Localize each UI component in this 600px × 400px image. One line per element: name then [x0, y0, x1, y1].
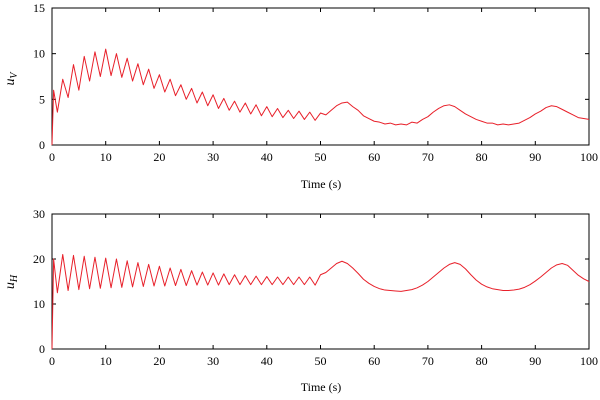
x-tick-label-uv-6: 60: [368, 150, 380, 164]
x-tick-label-uh-5: 50: [315, 354, 327, 368]
x-tick-label-uv-9: 90: [529, 150, 541, 164]
x-tick-label-uv-4: 40: [261, 150, 273, 164]
plot-area-uv: 0 10 20 30 40 50 60 70 80 90 100 0 5 10 15: [33, 1, 598, 164]
y-tick-label-uv-3: 15: [33, 1, 45, 15]
x-tick-label-uh-0: 0: [49, 354, 55, 368]
x-tick-label-uv-10: 100: [580, 150, 598, 164]
x-tick-label-uh-7: 70: [422, 354, 434, 368]
x-tick-label-uh-1: 10: [100, 354, 112, 368]
plot-area-uh: 0 10 20 30 40 50 60 70 80 90 100 0 10 20 30: [33, 207, 598, 368]
series-line-uh-0: [51, 254, 590, 350]
y-axis-label-uh: uH: [3, 274, 20, 289]
x-tick-label-uv-3: 30: [207, 150, 219, 164]
y-tick-label-uv-1: 5: [39, 92, 45, 106]
y-tick-label-uh-1: 10: [33, 297, 45, 311]
x-tick-label-uv-1: 10: [100, 150, 112, 164]
y-tick-label-uh-0: 0: [39, 342, 45, 356]
chart-uv: 0 10 20 30 40 50 60 70 80 90 100 0 5 10 15 Time (s) uV: [3, 1, 598, 191]
plot-frame-uh: [51, 213, 590, 350]
chart-uh: 0 10 20 30 40 50 60 70 80 90 100 0 10 20 30 Time (s) u…: [3, 207, 598, 394]
x-tick-label-uh-4: 40: [261, 354, 273, 368]
x-tick-label-uv-8: 80: [476, 150, 488, 164]
x-tick-label-uh-9: 90: [529, 354, 541, 368]
y-axis-label-uv: uV: [3, 71, 20, 86]
y-axis-label-uv-main: u: [3, 79, 18, 86]
x-tick-label-uh-3: 30: [207, 354, 219, 368]
y-axis-label-uh-sub: H: [9, 274, 20, 283]
y-tick-label-uv-2: 10: [33, 47, 45, 61]
x-tick-label-uv-2: 20: [153, 150, 165, 164]
x-tick-label-uv-0: 0: [49, 150, 55, 164]
x-tick-label-uv-7: 70: [422, 150, 434, 164]
x-tick-label-uh-8: 80: [476, 354, 488, 368]
y-tick-label-uv-0: 0: [39, 138, 45, 152]
x-tick-label-uv-5: 50: [315, 150, 327, 164]
x-tick-label-uh-6: 60: [368, 354, 380, 368]
x-axis-label-uv: Time (s): [301, 177, 342, 191]
x-tick-label-uh-2: 20: [153, 354, 165, 368]
y-tick-label-uh-2: 20: [33, 252, 45, 266]
x-tick-label-uh-10: 100: [580, 354, 598, 368]
y-tick-label-uh-3: 30: [33, 207, 45, 221]
series-line-uv-0: [51, 48, 590, 146]
y-axis-label-uv-sub: V: [9, 71, 20, 79]
x-axis-label-uh: Time (s): [301, 380, 342, 394]
y-axis-label-uh-main: u: [3, 282, 18, 289]
